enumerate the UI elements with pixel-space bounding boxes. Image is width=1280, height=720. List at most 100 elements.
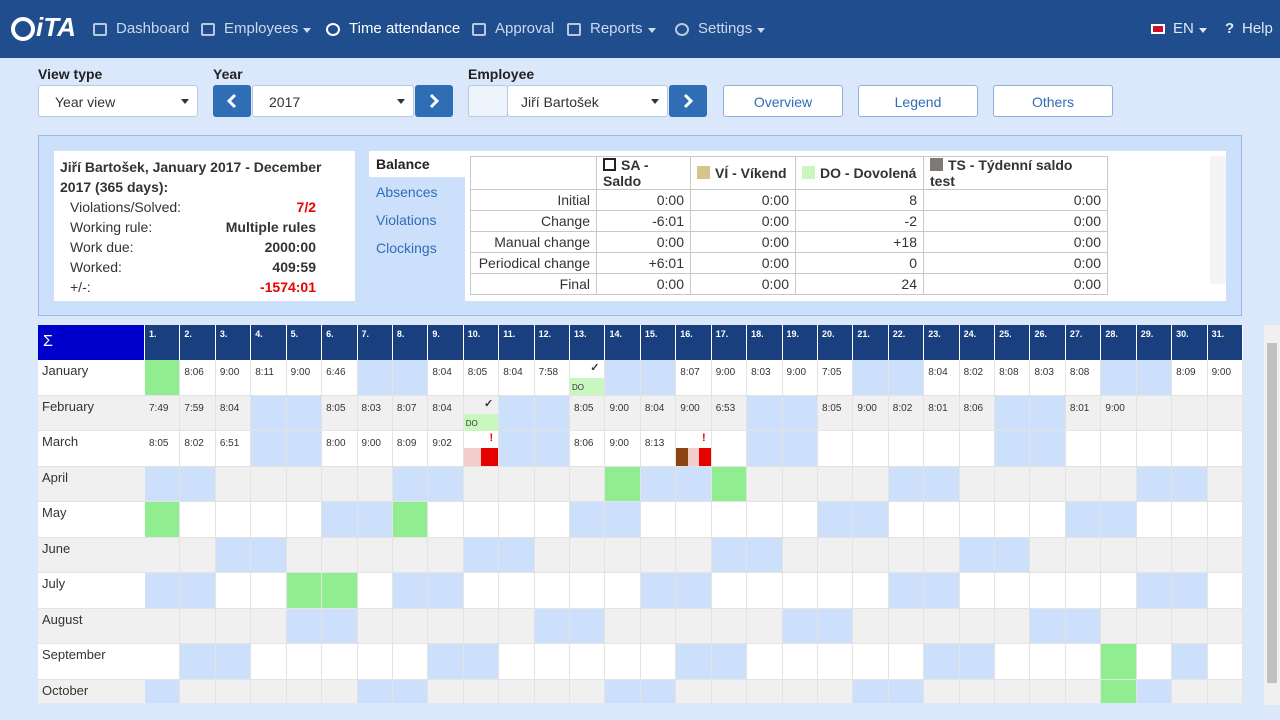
time: 8:02	[963, 367, 984, 378]
day-cell	[1172, 502, 1208, 538]
day-cell	[215, 466, 252, 502]
day-cell	[959, 466, 996, 502]
balance-value: 0:00	[690, 210, 796, 232]
tab[interactable]: Clockings	[376, 240, 437, 256]
summary-label: Working rule:	[70, 219, 153, 235]
balance-value: 0:00	[690, 252, 796, 274]
day-cell	[888, 466, 925, 502]
day-cell	[782, 608, 818, 644]
day-cell: 9:02	[428, 431, 464, 467]
day-cell: 8:00	[322, 431, 358, 467]
day-cell	[534, 466, 571, 502]
day-cell	[499, 644, 535, 680]
time: 6:46	[326, 367, 346, 378]
year-select[interactable]: 2017	[252, 85, 414, 117]
day-cell	[640, 644, 677, 680]
nav-item[interactable]: Approval	[495, 20, 555, 37]
day-cell	[782, 395, 818, 431]
day-cell	[428, 466, 464, 502]
day-cell	[322, 644, 358, 680]
day-header: 22.	[888, 325, 925, 360]
swatch	[930, 158, 943, 171]
nav-item[interactable]: Reports	[590, 20, 643, 37]
view-type-select[interactable]: Year view	[38, 85, 198, 117]
day-cell: 9:00	[1101, 395, 1137, 431]
time: 8:00	[326, 438, 346, 449]
time: 9:00	[680, 402, 700, 414]
day-cell	[995, 537, 1031, 573]
balance-row: Periodical change +6:01 0:00 0 0:00	[470, 252, 1108, 274]
language[interactable]: EN	[1173, 20, 1194, 37]
prev-year[interactable]	[213, 85, 251, 117]
nav-item[interactable]: Settings	[698, 20, 753, 37]
day-cell	[1172, 537, 1208, 573]
next-year[interactable]	[415, 85, 453, 117]
next-employee[interactable]	[669, 85, 707, 117]
time: 9:00	[609, 438, 629, 449]
day-cell	[499, 537, 535, 573]
marker-symbol: !	[702, 432, 706, 444]
day-cell	[1101, 644, 1137, 680]
day-cell	[251, 466, 287, 502]
day-cell	[888, 431, 925, 467]
time: 8:02	[184, 438, 204, 449]
nav-item[interactable]: Employees	[224, 20, 299, 37]
time: 8:05	[467, 367, 488, 378]
tab[interactable]: Balance	[369, 151, 465, 177]
day-cell	[1207, 573, 1243, 609]
day-cell	[853, 431, 889, 467]
day-cell: 9:00	[711, 360, 748, 396]
tab[interactable]: Violations	[376, 212, 437, 228]
marker-symbol: ✓	[590, 362, 600, 374]
day-cell: 8:13	[640, 431, 677, 467]
day-cell	[499, 608, 535, 644]
day-header: 1.	[145, 325, 181, 360]
nav-item[interactable]: Dashboard	[116, 20, 190, 37]
help[interactable]: Help	[1242, 20, 1273, 37]
day-cell	[817, 679, 854, 703]
day-cell	[640, 537, 677, 573]
tab[interactable]: Absences	[376, 184, 438, 200]
day-cell	[782, 573, 818, 609]
toolbar-button[interactable]: Overview	[723, 85, 843, 117]
summary-label: Worked:	[70, 259, 122, 275]
day-cell	[570, 466, 606, 502]
summary-rows: Violations/Solved: 7/2 Working rule: Multip…	[60, 197, 349, 297]
flag	[1151, 24, 1165, 34]
time: 9:00	[361, 438, 381, 449]
day-cell	[782, 537, 818, 573]
day-cell	[392, 679, 429, 703]
day-cell	[1172, 679, 1208, 703]
scrollbar	[1210, 156, 1226, 284]
summary-label: +/-:	[70, 279, 91, 295]
day-cell: 8:04	[499, 360, 535, 396]
day-cell: 8:05	[570, 395, 606, 431]
balance-value: 0:00	[923, 231, 1108, 253]
balance-box: SA - Saldo VÍ - Víkend DO - Dovolená TS - T…	[465, 151, 1226, 301]
day-cell	[747, 466, 783, 502]
day-cell: 8:08	[1065, 360, 1102, 396]
day-cell: 8:06	[180, 360, 216, 396]
day-cell	[251, 502, 287, 538]
time: 8:04	[219, 402, 240, 414]
balance-value: +6:01	[596, 252, 691, 274]
month-label: April	[38, 466, 145, 502]
logo: iTA	[36, 12, 76, 42]
day-cell	[1172, 644, 1208, 680]
day-cell	[534, 573, 571, 609]
day-cell	[959, 573, 996, 609]
day-cell	[782, 466, 818, 502]
day-cell	[640, 360, 677, 396]
day-cell	[995, 644, 1031, 680]
day-cell	[463, 644, 500, 680]
day-cell	[392, 573, 429, 609]
nav-item[interactable]: Time attendance	[349, 20, 461, 37]
day-cell	[357, 608, 393, 644]
day-cell	[322, 679, 358, 703]
corner	[470, 156, 597, 190]
employee-select[interactable]: Jiří Bartošek	[507, 85, 668, 117]
day-cell	[924, 644, 960, 680]
day-cell: 8:04	[215, 395, 252, 431]
toolbar-button[interactable]: Others	[993, 85, 1113, 117]
toolbar-button[interactable]: Legend	[858, 85, 978, 117]
